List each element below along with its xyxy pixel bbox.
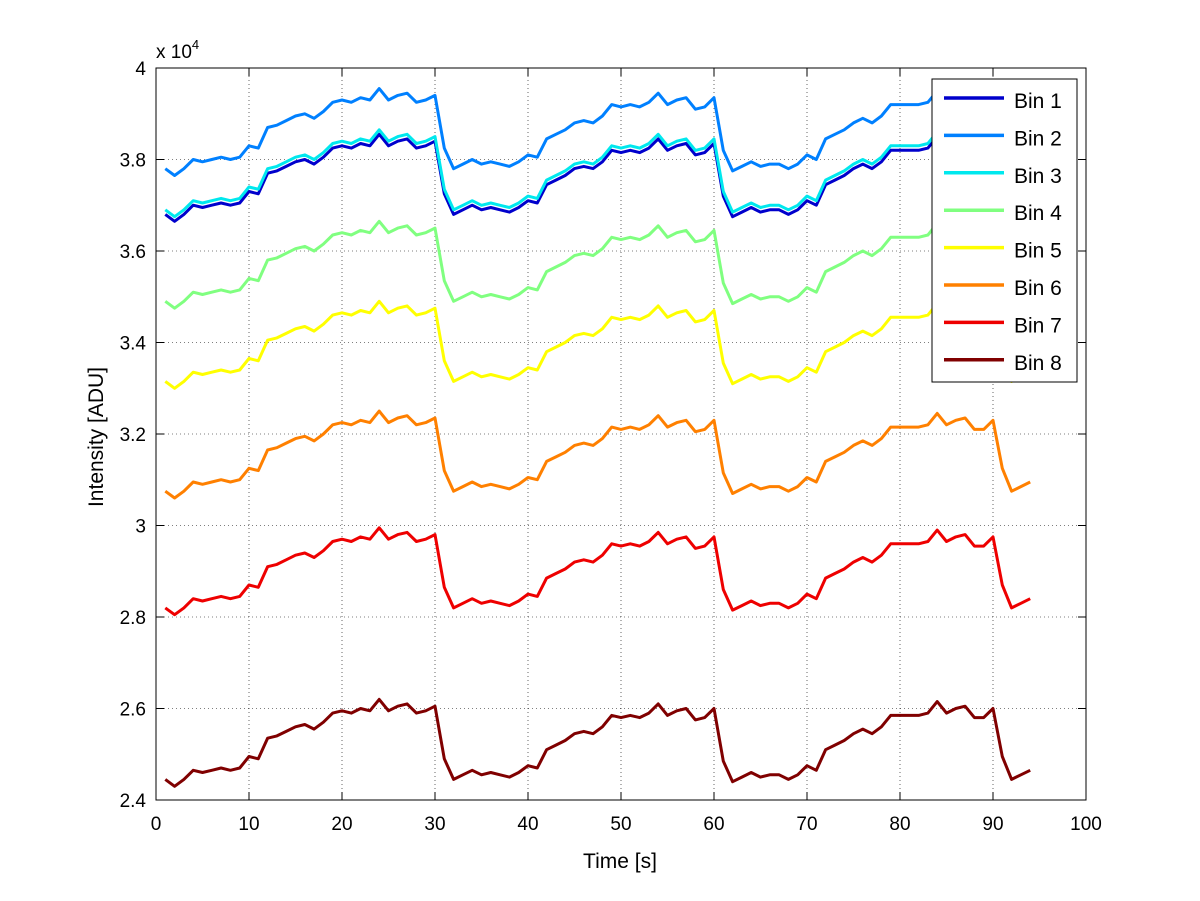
- legend-label: Bin 3: [1014, 165, 1062, 188]
- x-axis-label: Time [s]: [583, 850, 657, 873]
- y-tick-label: 4: [135, 59, 146, 80]
- series-line-bin-7: [164, 526, 1031, 617]
- x-tick-label: 90: [982, 814, 1003, 835]
- legend-label: Bin 7: [1014, 314, 1062, 337]
- legend-label: Bin 5: [1014, 240, 1062, 263]
- x-tick-label: 0: [151, 814, 162, 835]
- legend: Bin 1 Bin 2 Bin 3 Bin 4 Bin 5 Bin 6 Bin 7 Bin 8: [931, 78, 1078, 383]
- series-line-bin-6: [164, 409, 1031, 500]
- y-tick-labels: 2.4 2.6 2.8 3 3.2 3.4 3.6 3.8 4: [120, 59, 147, 812]
- series-line-bin-8: [164, 697, 1031, 788]
- y-tick-label: 2.8: [120, 608, 146, 629]
- y-exponent-power: 4: [192, 37, 199, 52]
- legend-label: Bin 8: [1014, 352, 1062, 375]
- series-line-bin-2: [164, 87, 1022, 177]
- y-exponent-label: x 104: [156, 37, 199, 63]
- x-tick-label: 30: [424, 814, 445, 835]
- y-axis-label: Intensity [ADU]: [85, 367, 108, 507]
- y-tick-label: 2.6: [120, 700, 146, 721]
- y-tick-label: 3: [135, 517, 146, 538]
- series-line-bin-4: [164, 219, 1022, 310]
- legend-label: Bin 6: [1014, 277, 1062, 300]
- x-tick-label: 40: [517, 814, 538, 835]
- series-line-bin-1: [164, 132, 1022, 223]
- series-line-bin-3: [164, 128, 1022, 219]
- x-tick-label: 20: [331, 814, 352, 835]
- y-tick-label: 2.4: [120, 791, 147, 812]
- legend-box: [931, 78, 1078, 383]
- y-tick-label: 3.8: [120, 151, 146, 172]
- x-tick-label: 10: [238, 814, 259, 835]
- x-tick-labels: 0 10 20 30 40 50 60 70 80 90 100: [151, 814, 1102, 835]
- series-line-bin-5: [164, 299, 1031, 390]
- series-lines: [164, 87, 1031, 788]
- y-tick-label: 3.2: [120, 425, 146, 446]
- x-tick-label: 50: [610, 814, 631, 835]
- legend-label: Bin 1: [1014, 90, 1062, 113]
- axis-ticks: [155, 67, 1087, 801]
- legend-label: Bin 2: [1014, 127, 1062, 150]
- x-tick-label: 100: [1070, 814, 1102, 835]
- y-tick-label: 3.6: [120, 242, 146, 263]
- x-tick-label: 70: [796, 814, 817, 835]
- legend-label: Bin 4: [1014, 202, 1062, 225]
- grid-lines: [156, 68, 1086, 800]
- x-tick-label: 60: [703, 814, 724, 835]
- y-tick-label: 3.4: [120, 334, 147, 355]
- x-tick-label: 80: [889, 814, 910, 835]
